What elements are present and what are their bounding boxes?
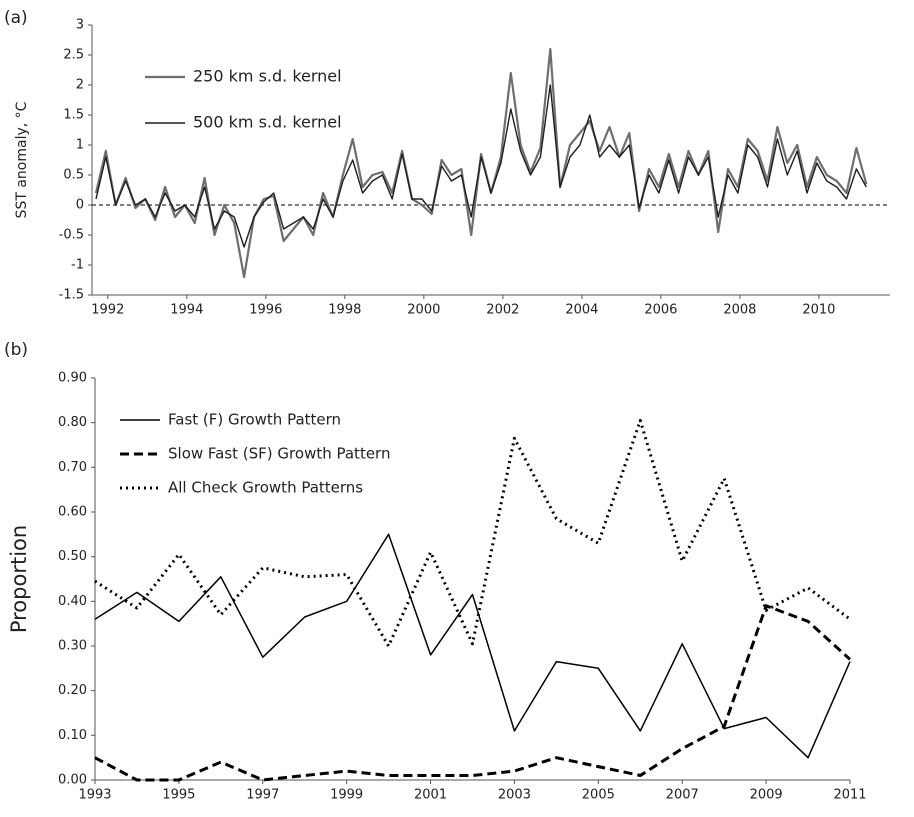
series-line (94, 533, 851, 759)
x-tick-label: 2003 (498, 788, 531, 803)
legend-label: 250 km s.d. kernel (193, 67, 342, 86)
x-tick-label: 2010 (802, 303, 835, 318)
y-tick-label: 0.60 (58, 505, 87, 520)
series-line (95, 84, 867, 248)
y-tick-label: 0.20 (58, 683, 87, 698)
y-tick-label: 0.50 (58, 549, 87, 564)
x-tick-label: 1995 (162, 788, 195, 803)
y-tick-label: 2.5 (63, 48, 84, 63)
y-tick-label: -1 (71, 258, 84, 273)
x-tick-label: 2000 (407, 303, 440, 318)
series-line (94, 47, 868, 279)
x-tick-label: 2008 (723, 303, 756, 318)
x-tick-label: 1993 (78, 788, 111, 803)
series-line (94, 418, 851, 648)
x-tick-label: 2005 (582, 788, 615, 803)
y-tick-label: 0.90 (58, 371, 87, 386)
panel-label: (a) (4, 8, 28, 28)
legend-label: Fast (F) Growth Pattern (168, 411, 341, 429)
legend-label: Slow Fast (SF) Growth Pattern (168, 445, 390, 463)
panel-label: (b) (4, 340, 28, 360)
legend-label: 500 km s.d. kernel (193, 113, 342, 132)
y-tick-label: -1.5 (59, 288, 84, 303)
y-tick-label: 0.10 (58, 728, 87, 743)
y-tick-label: 2 (76, 78, 84, 93)
y-axis-title: SST anomaly, °C (14, 101, 30, 218)
y-tick-label: 0.30 (58, 639, 87, 654)
y-tick-label: 0.80 (58, 415, 87, 430)
series-line (94, 604, 852, 782)
x-tick-label: 1996 (249, 303, 282, 318)
y-tick-label: 0.70 (58, 460, 87, 475)
x-tick-label: 2004 (565, 303, 598, 318)
x-tick-label: 2009 (750, 788, 783, 803)
legend-label: All Check Growth Patterns (168, 479, 363, 497)
y-tick-label: 0.40 (58, 594, 87, 609)
x-tick-label: 1999 (330, 788, 363, 803)
y-tick-label: 1.5 (63, 108, 84, 123)
x-tick-label: 2002 (486, 303, 519, 318)
x-tick-label: 2007 (666, 788, 699, 803)
y-tick-label: 0 (76, 198, 84, 213)
x-tick-label: 2011 (833, 788, 866, 803)
x-tick-label: 1998 (328, 303, 361, 318)
y-tick-label: 0.00 (58, 773, 87, 788)
y-tick-label: 0.5 (63, 168, 84, 183)
y-tick-label: -0.5 (59, 228, 84, 243)
x-tick-label: 1997 (246, 788, 279, 803)
x-tick-label: 1994 (170, 303, 203, 318)
x-tick-label: 2006 (644, 303, 677, 318)
y-axis-title: Proportion (7, 525, 31, 633)
x-tick-label: 1992 (91, 303, 124, 318)
x-tick-label: 2001 (414, 788, 447, 803)
y-tick-label: 3 (76, 18, 84, 33)
y-tick-label: 1 (76, 138, 84, 153)
